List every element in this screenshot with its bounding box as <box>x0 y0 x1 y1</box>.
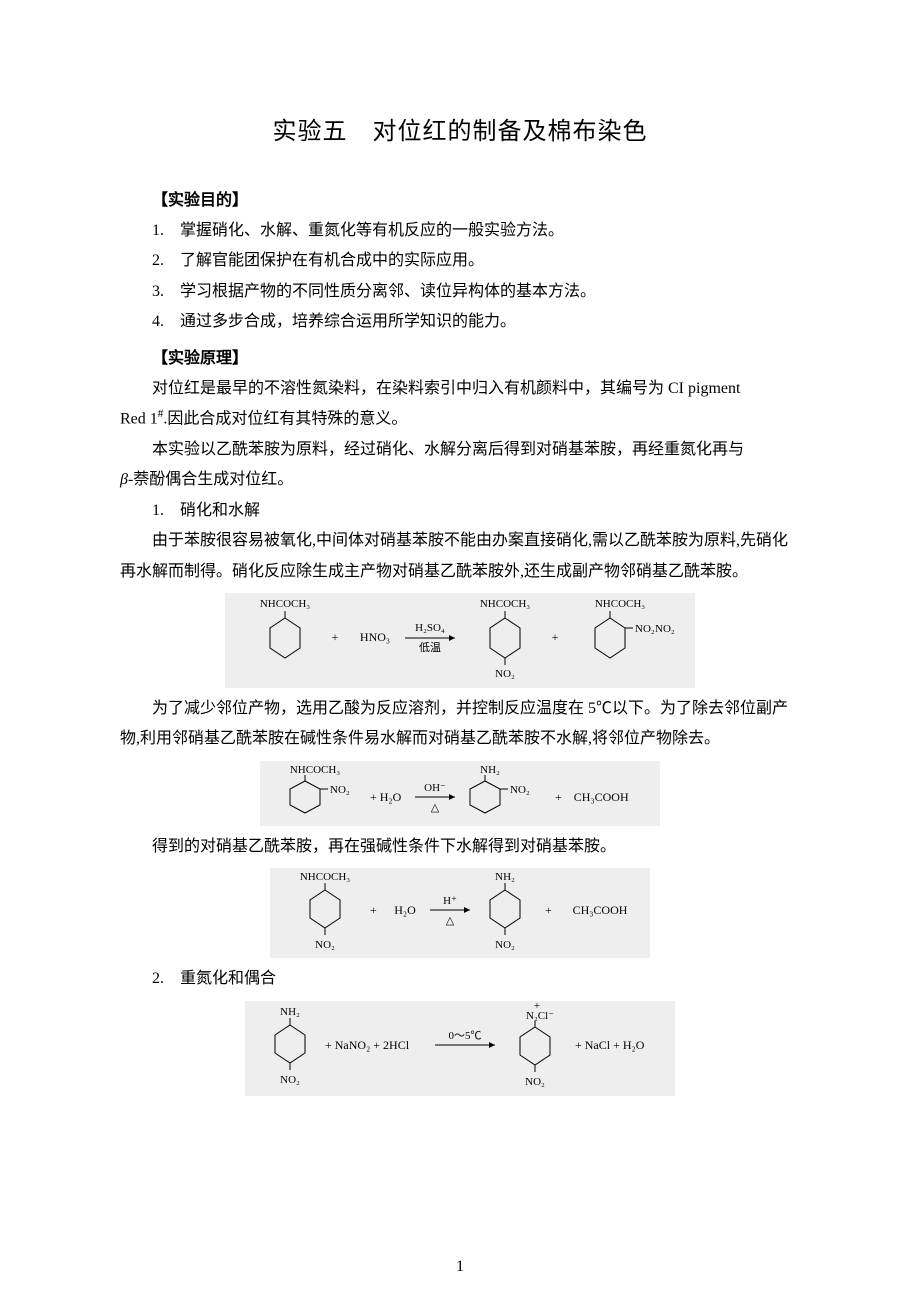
r1-cond-top: H₂SO₄ <box>415 622 445 634</box>
purpose-item-2: 2. 了解官能团保护在有机合成中的实际应用。 <box>120 246 800 276</box>
purpose-heading: 【实验目的】 <box>120 186 800 216</box>
purpose-item-1: 1. 掌握硝化、水解、重氮化等有机反应的一般实验方法。 <box>120 216 800 246</box>
r1-nhcoch3-3: NHCOCH₃ <box>595 598 645 610</box>
r1-nhcoch3-1: NHCOCH₃ <box>260 598 310 610</box>
reaction-scheme-4: NH₂ NO₂ + NaNO₂ + 2HCl 0～5℃ + N₂Cl⁻ NO₂ … <box>245 1001 675 1096</box>
r1-nhcoch3-2: NHCOCH₃ <box>480 598 530 610</box>
principle-heading: 【实验原理】 <box>120 344 800 374</box>
purpose-item-4: 4. 通过多步合成，培养综合运用所学知识的能力。 <box>120 307 800 337</box>
r2-plus-acid: + CH₃COOH <box>555 790 629 804</box>
r4-n2cl: N₂Cl⁻ <box>526 1010 554 1022</box>
r4-no2-2: NO₂ <box>525 1076 545 1088</box>
r1-no2-2: NO₂ <box>655 623 675 635</box>
purpose-item-3: 3. 学习根据产物的不同性质分离邻、读位异构体的基本方法。 <box>120 277 800 307</box>
subsection-1-heading: 1. 硝化和水解 <box>120 496 800 526</box>
r3-nhcoch3: NHCOCH₃ <box>300 871 350 883</box>
page: 实验五 对位红的制备及棉布染色 【实验目的】 1. 掌握硝化、水解、重氮化等有机… <box>0 0 920 1302</box>
r2-no2-2: NO₂ <box>510 784 530 796</box>
r3-no2-2: NO₂ <box>495 939 515 951</box>
r2-plus-h2o: + H₂O <box>370 790 402 804</box>
r4-reagents: + NaNO₂ + 2HCl <box>325 1038 410 1052</box>
para3-suffix: -萘酚偶合生成对位红。 <box>128 471 293 488</box>
r2-cond-top: OH⁻ <box>424 782 446 794</box>
r1-no2-2b: NO₂ <box>635 623 655 635</box>
r3-plus-2: + <box>545 903 552 917</box>
r2-nh2: NH₂ <box>480 764 500 776</box>
r3-cond-bottom: △ <box>446 915 455 927</box>
r1-plus-2: + <box>552 630 559 644</box>
beta-symbol: β <box>120 471 128 488</box>
r4-cond: 0～5℃ <box>449 1030 482 1042</box>
reaction-scheme-1: NHCOCH₃ + HNO₃ H₂SO₄ 低温 NHCOCH₃ NO₂ + NH… <box>225 593 695 688</box>
reaction-scheme-2: NHCOCH₃ NO₂ + H₂O OH⁻ △ NH₂ NO₂ + CH₃COO… <box>260 761 660 826</box>
document-title: 实验五 对位红的制备及棉布染色 <box>120 110 800 156</box>
r3-cond-top: H⁺ <box>443 895 457 907</box>
sub1-para-3: 得到的对硝基乙酰苯胺，再在强碱性条件下水解得到对硝基苯胺。 <box>120 832 800 862</box>
sub1-para-1: 由于苯胺很容易被氧化,中间体对硝基苯胺不能由办案直接硝化,需以乙酰苯胺为原料,先… <box>120 526 800 587</box>
r3-h2o: H₂O <box>394 903 416 917</box>
r1-cond-bottom: 低温 <box>419 641 441 654</box>
principle-para-3: β-萘酚偶合生成对位红。 <box>120 465 800 495</box>
principle-para-1a: 对位红是最早的不溶性氮染料，在染料索引中归入有机颜料中，其编号为 CI pigm… <box>120 374 800 404</box>
r3-no2-1: NO₂ <box>315 939 335 951</box>
r1-no2-1: NO₂ <box>495 668 515 680</box>
r3-plus-1: + <box>370 903 377 917</box>
r2-nhcoch3: NHCOCH₃ <box>290 764 340 776</box>
red1-suffix: .因此合成对位红有其特殊的意义。 <box>163 411 407 428</box>
r1-plus-1: + <box>332 630 339 644</box>
r1-hno3: HNO₃ <box>360 630 390 644</box>
r2-no2-1: NO₂ <box>330 784 350 796</box>
r3-nh2: NH₂ <box>495 871 515 883</box>
page-number: 1 <box>0 1252 920 1282</box>
principle-para-1b: Red 1#.因此合成对位红有其特殊的意义。 <box>120 404 800 435</box>
r2-cond-bottom: △ <box>431 802 440 814</box>
reaction-scheme-3: NHCOCH₃ NO₂ + H₂O H⁺ △ NH₂ NO₂ + CH₃COOH <box>270 868 650 958</box>
r3-ch3cooh: CH₃COOH <box>573 903 628 917</box>
r4-byproducts: + NaCl + H₂O <box>575 1038 645 1052</box>
r4-nh2: NH₂ <box>280 1006 300 1018</box>
principle-para-2: 本实验以乙酰苯胺为原料，经过硝化、水解分离后得到对硝基苯胺，再经重氮化再与 <box>120 435 800 465</box>
red1-prefix: Red 1 <box>120 411 158 428</box>
sub1-para-2: 为了减少邻位产物，选用乙酸为反应溶剂，并控制反应温度在 5℃以下。为了除去邻位副… <box>120 694 800 755</box>
subsection-2-heading: 2. 重氮化和偶合 <box>120 964 800 994</box>
r4-no2-1: NO₂ <box>280 1074 300 1086</box>
